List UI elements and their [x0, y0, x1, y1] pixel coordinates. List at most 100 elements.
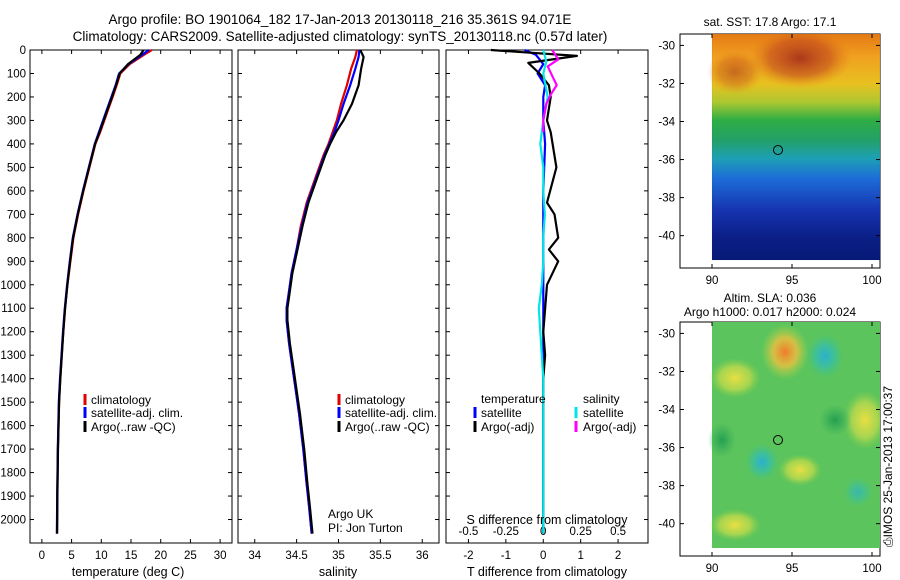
depth-tick-label: 100	[7, 68, 26, 80]
legend-label-argo: Argo(..raw -QC)	[91, 420, 176, 434]
x-tick-label: 10	[95, 550, 108, 562]
lat-tick-label: -32	[658, 366, 675, 378]
difference-profiles	[490, 48, 579, 534]
salinity-panel: 34 34.5 35 35.5 36 salinity climatology sate…	[237, 49, 440, 579]
legend-title-temperature: temperature	[481, 392, 546, 406]
sla-high-east	[843, 390, 880, 450]
lat-tick-label: -30	[658, 328, 675, 340]
sla-map-title-line2: Argo h1000: 0.017 h2000: 0.024	[684, 305, 856, 319]
legend-title-salinity: salinity	[583, 392, 620, 406]
difference-panel: -2 -1 0 1 2 -0.5 -0.25 0 0.25 0.5 T difference f…	[445, 48, 649, 579]
lon-tick-label: 90	[706, 275, 719, 287]
sla-high-west	[709, 358, 761, 398]
lat-tick-label: -30	[658, 40, 675, 52]
legend-label-satellite: satellite-adj. clim.	[345, 406, 437, 420]
salinity-legend: climatology satellite-adj. clim. Argo(..…	[337, 393, 437, 434]
sla-field	[708, 322, 880, 548]
sst-field-edge	[711, 34, 880, 261]
depth-tick-label: 1800	[0, 468, 26, 480]
sla-map-panel: Altim. SLA: 0.036 Argo h1000: 0.017 h200…	[658, 291, 895, 575]
temperature-legend: climatology satellite-adj. clim. Argo(..…	[83, 393, 183, 434]
sst-lat-axis: -30 -32 -34 -36 -38 -40	[658, 40, 880, 243]
legend-label-climatology: climatology	[91, 393, 151, 407]
x-tick-label: 34.5	[285, 550, 307, 562]
depth-tick-label: 1100	[1, 303, 26, 315]
depth-tick-label: 1700	[0, 444, 26, 456]
depth-tick-label: 1500	[0, 397, 26, 409]
sst-field	[707, 34, 880, 261]
figure-title-line1: Argo profile: BO 1901064_182 17-Jan-2013…	[108, 12, 572, 27]
x-tick-label: -1	[501, 550, 511, 562]
series-line-salinity-argo-adj-	[542, 49, 560, 133]
lat-tick-label: -34	[658, 405, 675, 417]
legend-label-satellite: satellite-adj. clim.	[91, 406, 183, 420]
x2-tick-label: -0.5	[459, 526, 479, 538]
x-tick-label: -2	[463, 550, 473, 562]
temperature-x-label: temperature (deg C)	[72, 565, 185, 579]
series-line-salinity-satellite	[537, 49, 549, 534]
sst-map-panel: sat. SST: 17.8 Argo: 17.1 -30 -32 -34 -36 -3…	[658, 15, 881, 287]
x-tick-label: 5	[68, 550, 74, 562]
x-tick-label: 30	[214, 550, 227, 562]
lat-tick-label: -34	[658, 117, 675, 129]
x-tick-label: 15	[125, 550, 138, 562]
lon-tick-label: 95	[786, 563, 799, 575]
difference-x-label: T difference from climatology	[467, 565, 628, 579]
salinity-depth-ticks	[238, 49, 439, 521]
lon-tick-label: 100	[862, 275, 881, 287]
depth-tick-label: 2000	[0, 515, 26, 527]
x-tick-label: 2	[615, 550, 621, 562]
depth-tick-label: 0	[20, 45, 26, 57]
lat-tick-label: -32	[658, 78, 675, 90]
temperature-panel: 0100200300400500600700800900100011001200…	[0, 45, 233, 579]
legend-label-argo: Argo(..raw -QC)	[345, 420, 430, 434]
sla-low-north	[805, 332, 845, 380]
depth-tick-label: 700	[7, 209, 26, 221]
salinity-profiles	[285, 49, 365, 534]
depth-tick-label: 300	[7, 115, 26, 127]
lat-tick-label: -36	[658, 443, 675, 455]
x-tick-label: 35	[332, 550, 345, 562]
sst-warm-core	[748, 34, 852, 88]
sst-map-title: sat. SST: 17.8 Argo: 17.1	[704, 15, 837, 29]
lon-tick-label: 90	[706, 563, 719, 575]
lat-tick-label: -38	[658, 193, 675, 205]
sla-map-title-line1: Altim. SLA: 0.036	[724, 291, 817, 305]
depth-tick-label: 900	[7, 256, 26, 268]
salinity-axes-frame	[237, 49, 440, 544]
sla-argo-marker	[773, 435, 783, 445]
series-line-argo-raw-qc-	[286, 49, 365, 534]
sla-low-southeast	[842, 476, 874, 508]
sst-lon-axis: 90 95 100	[706, 34, 882, 287]
lat-tick-label: -36	[658, 155, 675, 167]
lat-tick-label: -38	[658, 481, 675, 493]
legend-label-sal-argo: Argo(-adj)	[583, 420, 636, 434]
sla-lon-axis: 90 95 100	[706, 322, 882, 575]
lon-tick-label: 95	[786, 275, 799, 287]
temperature-x-axis: 0 5 10 15 20 25 30	[39, 50, 227, 562]
depth-tick-label: 1200	[0, 327, 26, 339]
sla-low-east	[819, 404, 851, 436]
sst-argo-marker	[773, 145, 783, 155]
sla-high-north	[761, 324, 809, 380]
sla-low-west	[708, 422, 736, 458]
x-tick-label: 20	[154, 550, 167, 562]
depth-tick-label: 600	[7, 186, 26, 198]
x-tick-label: 0	[540, 550, 546, 562]
credit-text: Argo UK	[328, 507, 373, 521]
x-tick-label: 35.5	[369, 550, 391, 562]
series-line-argo-raw-qc-	[56, 49, 145, 534]
x-tick-label: 0	[39, 550, 45, 562]
timestamp-text: ⎙IMOS 25-Jan-2013 17:00:37	[881, 386, 895, 547]
depth-tick-label: 200	[7, 92, 26, 104]
legend-label-temp-argo: Argo(-adj)	[481, 420, 534, 434]
pi-text: PI: Jon Turton	[328, 521, 403, 535]
x2-tick-label: -0.25	[493, 526, 519, 538]
salinity-difference-label: S difference from climatology	[467, 513, 629, 527]
salinity-x-label: salinity	[319, 565, 358, 579]
sla-high-south	[778, 454, 822, 486]
legend-label-temp-satellite: satellite	[481, 406, 522, 420]
legend-label-sal-satellite: satellite	[583, 406, 624, 420]
lon-tick-label: 100	[862, 563, 881, 575]
depth-tick-label: 1000	[0, 280, 26, 292]
